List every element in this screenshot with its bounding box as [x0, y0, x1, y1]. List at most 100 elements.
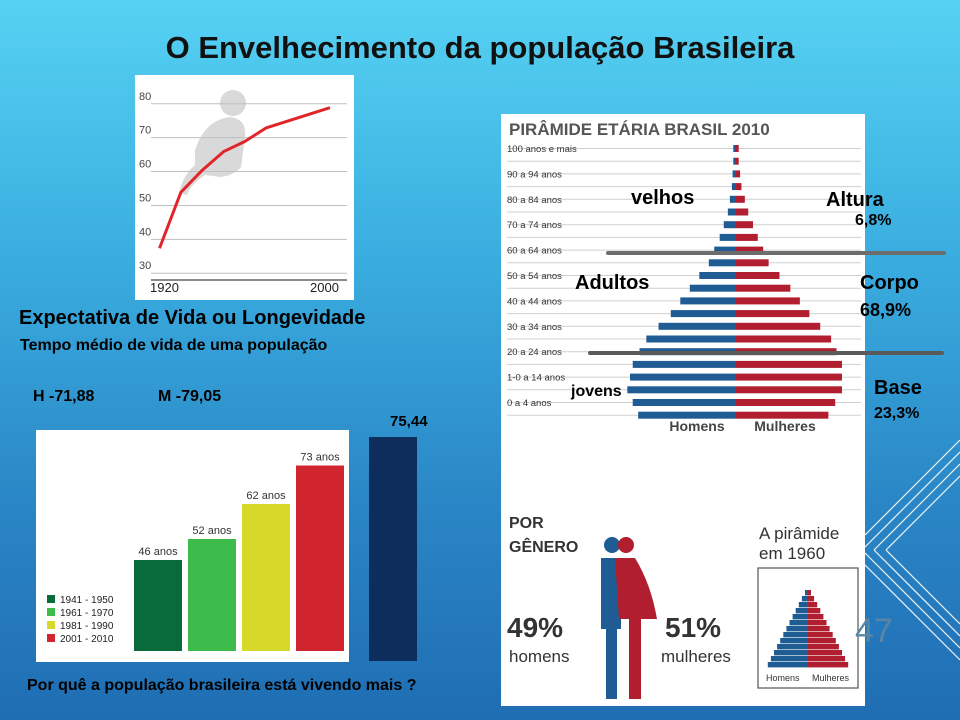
inset-bar-women: [808, 614, 824, 620]
inset-bar-women: [808, 602, 818, 608]
legend-label: 1981 - 1990: [60, 621, 114, 632]
pyramid-age-label: 80 a 84 anos: [507, 195, 562, 206]
label-base-pct: 23,3%: [874, 405, 920, 422]
pyramid-bar-men: [670, 310, 736, 318]
pyramid-bar-women: [736, 335, 832, 343]
pyramid-age-label: 20 a 24 anos: [507, 347, 562, 358]
pyramid-bar-men: [708, 259, 736, 267]
label-corpo-pct: 68,9%: [860, 300, 912, 320]
inset-bar-women: [808, 608, 821, 614]
life-expectancy-bar-chart: 46 anos 52 anos 62 anos 73 anos 1941 - 1950…: [47, 452, 344, 651]
pyramid-age-label: 30 a 34 anos: [507, 322, 562, 333]
pyramid-bar-men: [699, 272, 736, 279]
pyramid-bar-women: [736, 259, 769, 267]
bar-chart-panel: 46 anos 52 anos 62 anos 73 anos 1941 - 1950…: [36, 430, 349, 662]
inset-bar-men: [795, 608, 808, 614]
men-life-expectancy: H -71,88: [33, 388, 95, 405]
inset-bar-women: [808, 632, 833, 638]
pyramid-bar-women: [736, 373, 842, 381]
pyramid-bar-women: [736, 233, 758, 241]
legend-label: 1941 - 1950: [60, 595, 114, 606]
gender-title-line2: GÊNERO: [509, 537, 578, 556]
inset-bar-women: [808, 644, 839, 650]
inset-bar-men: [767, 662, 808, 668]
decorative-stripes: [849, 439, 960, 661]
pyramid-bar-women: [736, 360, 842, 368]
pyramid-bar-men: [632, 399, 736, 406]
bar-data-label: 73 anos: [300, 452, 340, 464]
inset-bar-men: [805, 590, 808, 596]
pyramid-bar-men: [714, 246, 736, 254]
pyramid-bar-women: [736, 272, 780, 279]
x-tick-label: 1920: [150, 280, 179, 295]
pyramid-panel: PIRÂMIDE ETÁRIA BRASIL 2010 100 anos e m…: [501, 114, 865, 706]
inset-bar-men: [770, 656, 808, 662]
inset-bar-men: [783, 632, 808, 638]
bar-data-label: 46 anos: [138, 546, 178, 558]
legend-label: 1961 - 1970: [60, 608, 114, 619]
average-bar: [369, 437, 417, 661]
pyramid-bar-women: [736, 195, 745, 203]
age-pyramid-chart: PIRÂMIDE ETÁRIA BRASIL 2010 100 anos e m…: [507, 120, 861, 699]
pyramid-bar-men: [733, 157, 736, 165]
inset-bar-men: [801, 596, 808, 602]
inset-bar-men: [774, 650, 808, 656]
women-life-expectancy: M -79,05: [158, 388, 222, 405]
pyramid-bar-women: [736, 411, 829, 419]
x-tick-label: 2000: [310, 280, 339, 295]
life-expectancy-subheading: Tempo médio de vida de uma população: [20, 337, 328, 354]
inset-bar-women: [808, 590, 811, 596]
pyramid-bar-women: [736, 246, 764, 254]
men-label: homens: [509, 647, 569, 666]
bar-4: [296, 465, 344, 651]
inset-bar-men: [792, 614, 808, 620]
legend-label: 2001 - 2010: [60, 634, 114, 645]
legend-swatch: [47, 634, 55, 642]
y-tick-label: 60: [139, 159, 151, 171]
pyramid-age-label: 50 a 54 anos: [507, 271, 562, 282]
life-expectancy-chart-panel: 30 40 50 60 70 80 1920 2000: [135, 75, 354, 300]
inset-bar-women: [808, 662, 849, 668]
pyramid-bar-men: [723, 221, 736, 229]
legend-swatch: [47, 595, 55, 603]
y-tick-label: 50: [139, 192, 151, 204]
pyramid-bar-men: [729, 195, 736, 203]
elderly-silhouette-icon: [179, 90, 246, 195]
slide-number: 47: [855, 612, 893, 650]
life-expectancy-line: [158, 106, 331, 249]
inset-pyramid-1960: [767, 590, 849, 668]
pyramid-bar-women: [736, 297, 800, 305]
pyramid-bar-women: [736, 284, 791, 292]
pyramid-legend-women: Mulheres: [754, 418, 816, 434]
pyramid-bar-women: [736, 157, 739, 165]
y-tick-label: 80: [139, 91, 151, 103]
y-tick-label: 70: [139, 125, 151, 137]
label-altura-pct: 6,8%: [855, 212, 892, 229]
bar-data-label: 52 anos: [192, 525, 232, 537]
bar-data-label: 62 anos: [246, 490, 286, 502]
inset-bar-women: [808, 596, 815, 602]
pyramid-title: PIRÂMIDE ETÁRIA BRASIL 2010: [509, 120, 770, 139]
pyramid-bar-men: [658, 322, 736, 330]
inset-bar-men: [777, 644, 808, 650]
pyramid-bar-men: [719, 233, 736, 241]
label-velhos: velhos: [631, 187, 695, 209]
pyramid-bar-women: [736, 170, 741, 178]
inset-men-label: Homens: [766, 673, 800, 683]
pyramid-bar-women: [736, 322, 821, 330]
pyramid-age-label: 40 a 44 anos: [507, 296, 562, 307]
inset-bar-men: [786, 626, 808, 632]
y-tick-label: 40: [139, 226, 151, 238]
inset-bar-women: [808, 656, 846, 662]
divider-bottom: [588, 351, 944, 355]
label-jovens: jovens: [571, 383, 622, 400]
bar-2: [188, 539, 236, 651]
pyramid-age-label: 60 a 64 anos: [507, 246, 562, 257]
pyramid-bar-men: [627, 386, 736, 394]
pyramid-bar-women: [736, 310, 810, 318]
inset-bar-men: [798, 602, 808, 608]
pyramid-age-label: 70 a 74 anos: [507, 220, 562, 231]
inset-bar-men: [789, 620, 808, 626]
inset-title-line2: em 1960: [759, 544, 825, 563]
divider-top: [606, 251, 946, 255]
